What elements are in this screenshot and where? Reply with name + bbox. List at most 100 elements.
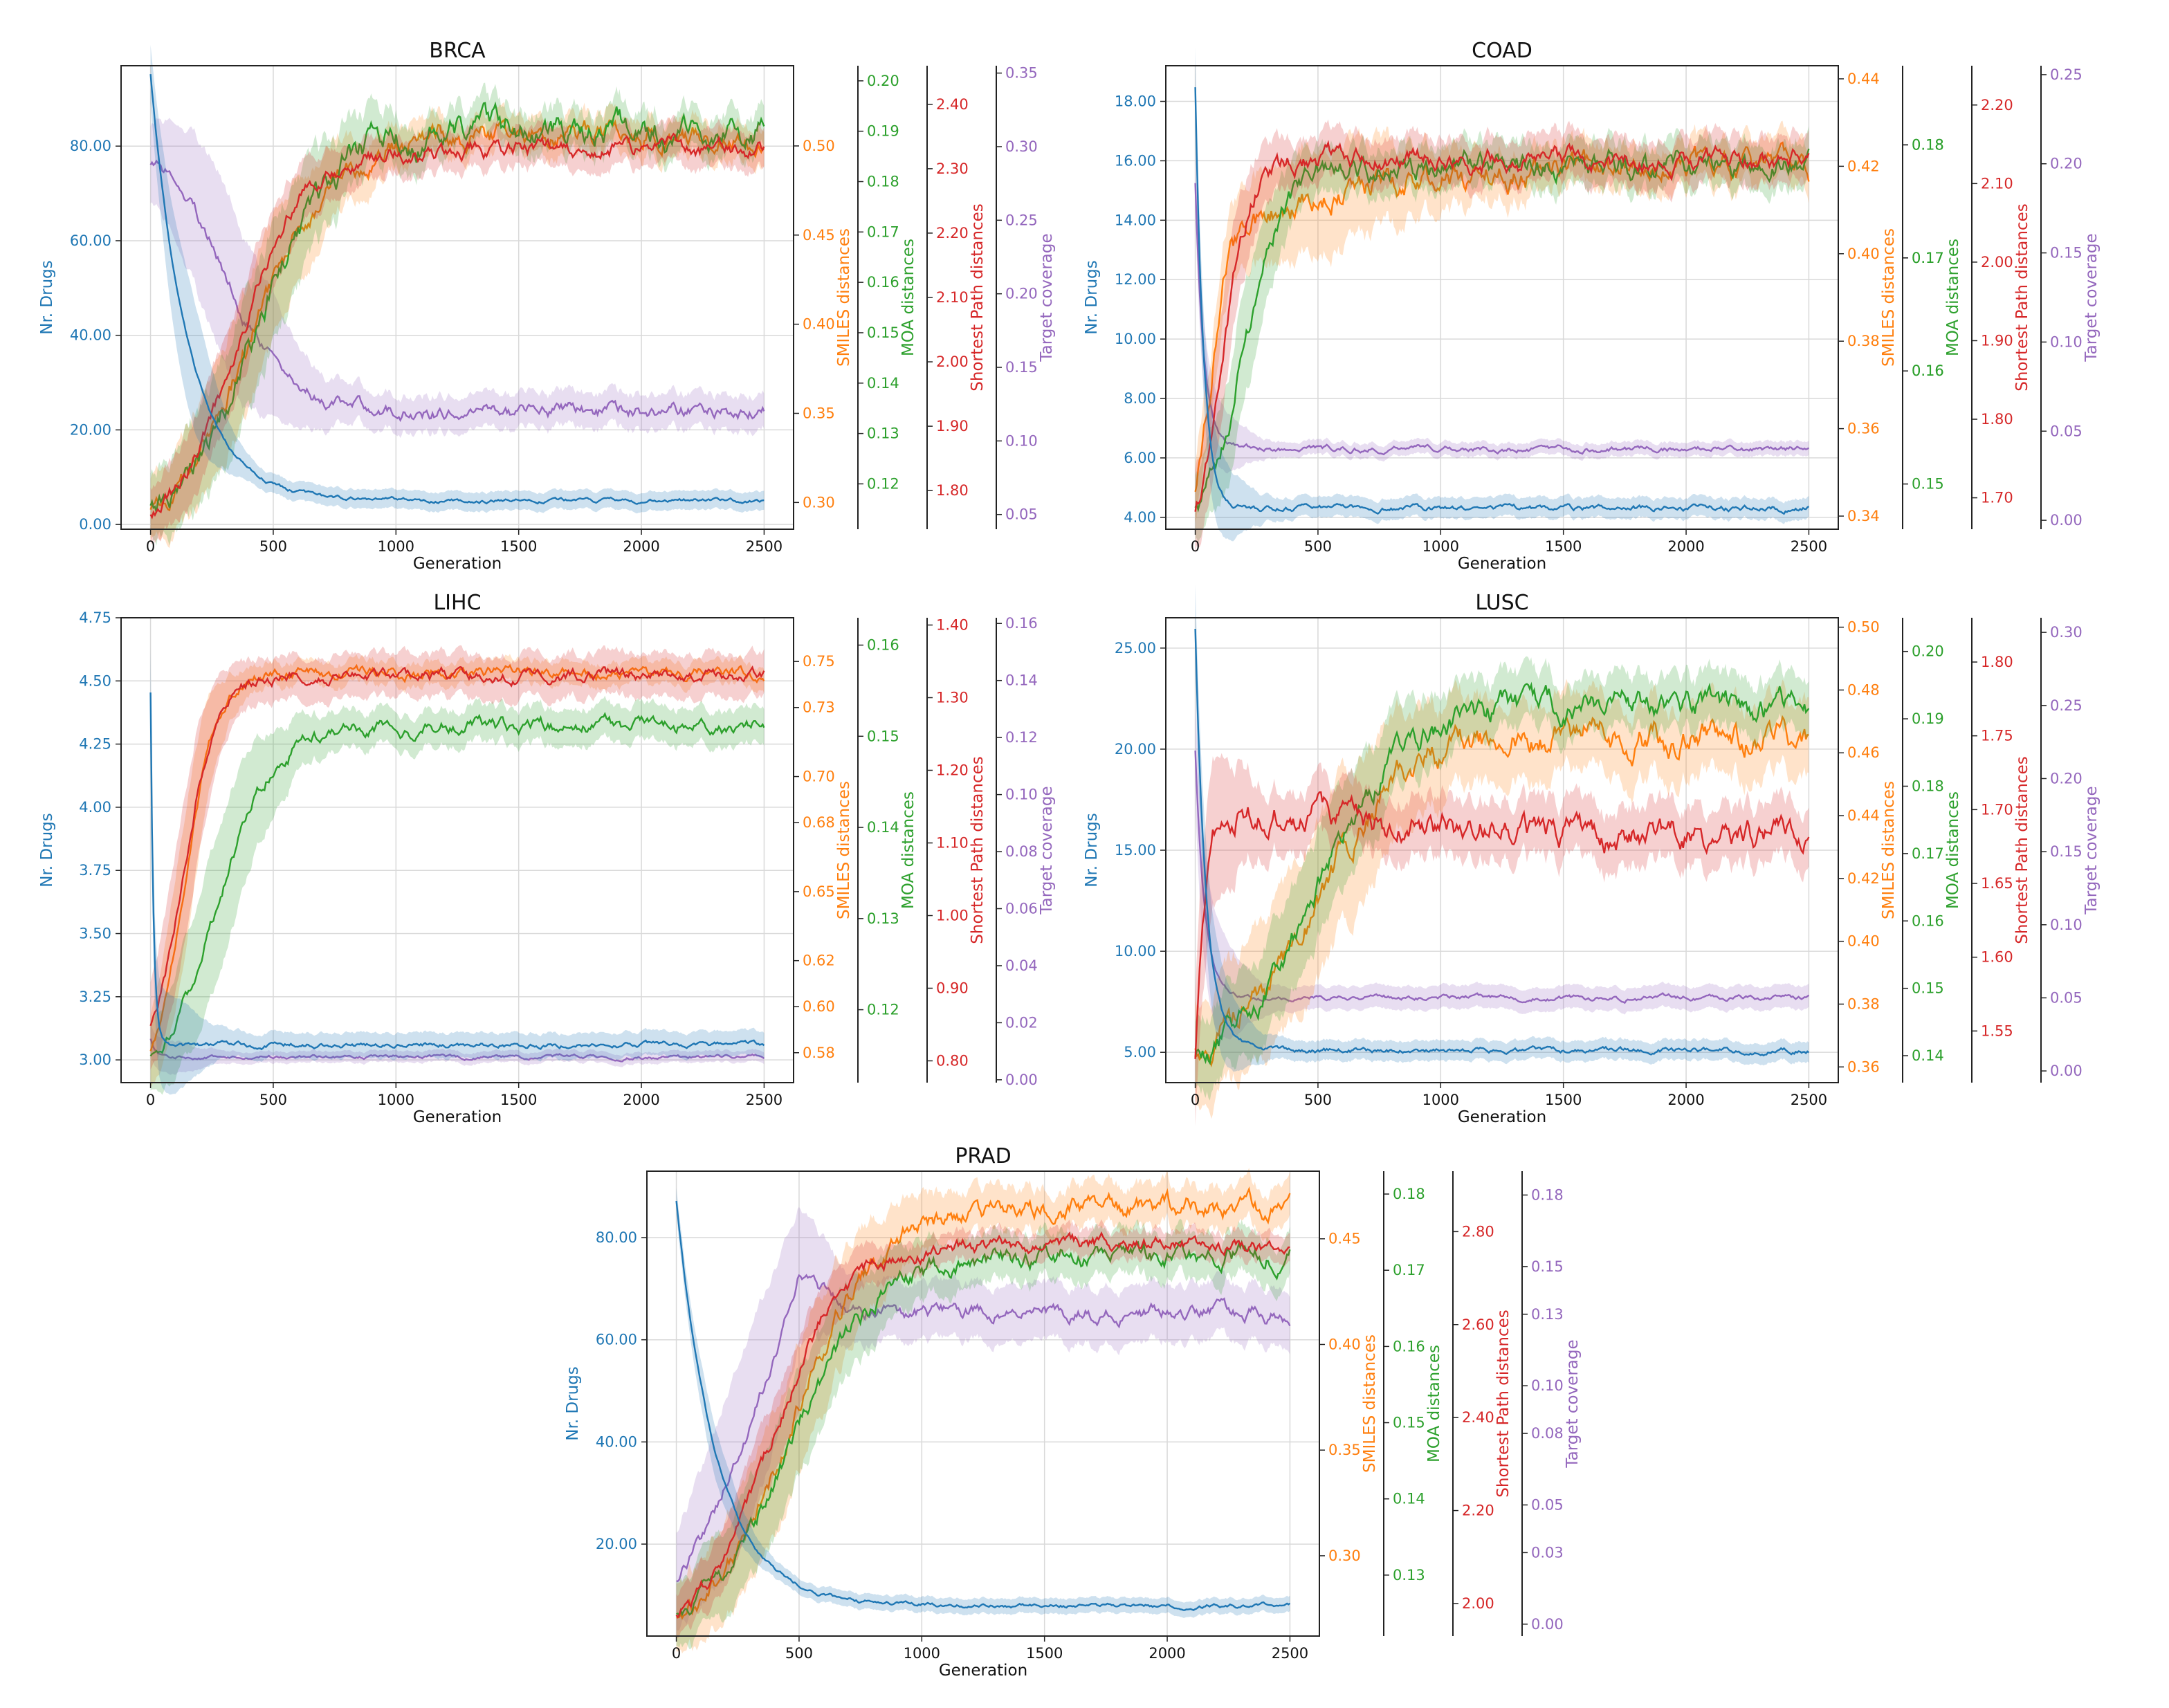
smiles-tick-label: 0.42 bbox=[1847, 158, 1880, 174]
x-tick-label: 1000 bbox=[1422, 538, 1459, 555]
tc-tick-label: 0.15 bbox=[1005, 359, 1038, 376]
sp-tick-label: 1.90 bbox=[1981, 332, 2013, 349]
tc-tick-label: 0.05 bbox=[2050, 989, 2083, 1006]
moa-tick-label: 0.12 bbox=[867, 1002, 899, 1018]
moa-band bbox=[676, 1218, 1290, 1650]
smiles-band bbox=[150, 654, 765, 1087]
moa-tick-label: 0.20 bbox=[1912, 643, 1944, 660]
tc-tick-label: 0.20 bbox=[1005, 286, 1038, 302]
moa-axis-label: MOA distances bbox=[1425, 1345, 1443, 1462]
sp-tick-label: 2.30 bbox=[936, 160, 969, 177]
smiles-tick-label: 0.68 bbox=[803, 814, 835, 831]
y-tick-label: 80.00 bbox=[70, 138, 111, 154]
moa-tick-label: 0.19 bbox=[1912, 710, 1944, 727]
tc-tick-label: 0.10 bbox=[2050, 333, 2083, 350]
moa-tick-label: 0.16 bbox=[1912, 912, 1944, 929]
moa-tick-label: 0.12 bbox=[867, 475, 899, 492]
tc-tick-label: 0.04 bbox=[1005, 957, 1038, 974]
y-axis-label-drugs: Nr. Drugs bbox=[564, 1366, 582, 1441]
smiles-line bbox=[149, 118, 765, 512]
tc-line bbox=[1194, 183, 1809, 456]
drugs-line bbox=[1194, 87, 1810, 515]
x-tick-label: 2500 bbox=[1791, 538, 1827, 555]
moa-tick-label: 0.13 bbox=[1393, 1567, 1425, 1583]
sp-tick-label: 1.80 bbox=[1981, 411, 2013, 428]
sp-axis-label: Shortest Path distances bbox=[1494, 1310, 1512, 1497]
x-tick-label: 1500 bbox=[500, 538, 537, 555]
tc-tick-label: 0.08 bbox=[1005, 843, 1038, 860]
y-tick-label: 3.25 bbox=[79, 989, 111, 1005]
x-tick-label: 2000 bbox=[1148, 1645, 1185, 1662]
x-axis-label: Generation bbox=[1458, 1108, 1546, 1126]
panel-lihc: LIHC 0 500 1000 1500 2000 2500 Generation 3.00 3.… bbox=[38, 591, 1056, 1126]
y-tick-label: 3.00 bbox=[79, 1052, 111, 1068]
x-axis-label: Generation bbox=[1458, 555, 1546, 573]
smiles-tick-label: 0.44 bbox=[1847, 807, 1880, 824]
tc-band bbox=[150, 1023, 765, 1075]
x-tick-label: 1000 bbox=[1422, 1092, 1459, 1108]
y-tick-label: 4.00 bbox=[1124, 509, 1156, 526]
plot-frame bbox=[120, 65, 794, 530]
smiles-tick-label: 0.35 bbox=[803, 405, 835, 422]
tc-tick-label: 0.03 bbox=[1531, 1544, 1564, 1561]
tc-tick-label: 0.12 bbox=[1005, 729, 1038, 746]
smiles-tick-label: 0.58 bbox=[803, 1045, 835, 1061]
tc-tick-label: 0.35 bbox=[1005, 65, 1038, 82]
y-tick-label: 20.00 bbox=[70, 421, 111, 438]
smiles-tick-label: 0.45 bbox=[1328, 1231, 1361, 1247]
tc-band bbox=[150, 118, 765, 439]
sp-tick-label: 1.90 bbox=[936, 418, 969, 434]
sp-band bbox=[150, 645, 765, 1070]
smiles-tick-label: 0.38 bbox=[1847, 333, 1880, 349]
sp-band bbox=[676, 1219, 1290, 1639]
smiles-tick-label: 0.44 bbox=[1847, 71, 1880, 87]
tc-tick-label: 0.00 bbox=[1005, 1072, 1038, 1088]
moa-axis-label: MOA distances bbox=[899, 239, 917, 356]
smiles-tick-label: 0.48 bbox=[1847, 681, 1880, 698]
drugs-line bbox=[149, 692, 765, 1051]
y-tick-label: 20.00 bbox=[1115, 741, 1156, 757]
smiles-axis-label: SMILES distances bbox=[835, 228, 853, 367]
smiles-tick-label: 0.40 bbox=[803, 316, 835, 333]
smiles-tick-label: 0.36 bbox=[1847, 421, 1880, 437]
moa-tick-label: 0.15 bbox=[867, 324, 899, 341]
tc-band bbox=[1195, 151, 1809, 474]
y-tick-label: 8.00 bbox=[1124, 390, 1156, 407]
tc-tick-label: 0.20 bbox=[2050, 156, 2083, 172]
smiles-axis-label: SMILES distances bbox=[1880, 781, 1898, 919]
moa-tick-label: 0.13 bbox=[867, 910, 899, 927]
moa-tick-label: 0.14 bbox=[867, 375, 899, 392]
sp-tick-label: 2.00 bbox=[1462, 1595, 1494, 1612]
smiles-tick-label: 0.40 bbox=[1847, 246, 1880, 262]
sp-line bbox=[1194, 791, 1810, 1059]
smiles-tick-label: 0.38 bbox=[1847, 995, 1880, 1012]
sp-tick-label: 2.40 bbox=[1462, 1409, 1494, 1426]
smiles-tick-label: 0.65 bbox=[803, 883, 835, 900]
y-tick-label: 20.00 bbox=[596, 1536, 637, 1552]
smiles-band bbox=[1195, 120, 1809, 523]
smiles-tick-label: 0.40 bbox=[1847, 933, 1880, 950]
sp-tick-label: 2.40 bbox=[936, 96, 969, 113]
sp-tick-label: 2.80 bbox=[1462, 1223, 1494, 1240]
sp-axis-label: Shortest Path distances bbox=[969, 203, 987, 391]
y-tick-label: 4.00 bbox=[79, 799, 111, 816]
sp-band bbox=[1195, 753, 1809, 1126]
sp-tick-label: 2.10 bbox=[936, 289, 969, 306]
x-tick-label: 2500 bbox=[1791, 1092, 1827, 1108]
smiles-tick-label: 0.73 bbox=[803, 699, 835, 716]
moa-tick-label: 0.13 bbox=[867, 425, 899, 442]
moa-tick-label: 0.16 bbox=[867, 637, 899, 654]
x-tick-label: 0 bbox=[1191, 538, 1200, 555]
x-tick-label: 500 bbox=[785, 1645, 813, 1662]
smiles-band bbox=[676, 1168, 1290, 1653]
sp-tick-label: 0.80 bbox=[936, 1053, 969, 1069]
tc-band bbox=[1195, 699, 1809, 1040]
chart-title: LIHC bbox=[433, 591, 481, 615]
sp-axis-label: Shortest Path distances bbox=[2013, 756, 2031, 944]
moa-tick-label: 0.15 bbox=[867, 728, 899, 744]
y-tick-label: 40.00 bbox=[70, 327, 111, 344]
tc-line bbox=[676, 1274, 1291, 1582]
y-axis-label-drugs: Nr. Drugs bbox=[38, 260, 56, 335]
smiles-tick-label: 0.35 bbox=[1328, 1442, 1361, 1458]
y-tick-label: 25.00 bbox=[1115, 640, 1156, 656]
